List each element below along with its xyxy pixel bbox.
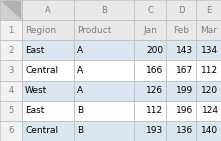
Text: 126: 126 [146, 86, 164, 95]
Text: Central: Central [25, 66, 58, 75]
Bar [196, 0, 221, 20]
Bar [74, 20, 134, 40]
Bar [134, 20, 166, 40]
Bar [0, 101, 22, 121]
Text: 2: 2 [8, 46, 14, 55]
Text: B: B [101, 6, 107, 15]
Bar [166, 101, 196, 121]
Bar [166, 121, 196, 141]
Text: A: A [77, 86, 83, 95]
Bar [166, 60, 196, 81]
Bar [134, 40, 166, 60]
Bar [196, 121, 221, 141]
Text: 4: 4 [8, 86, 14, 95]
Text: Region: Region [25, 26, 56, 35]
Text: 120: 120 [201, 86, 219, 95]
Text: 167: 167 [176, 66, 194, 75]
Bar [22, 0, 74, 20]
Bar [134, 101, 166, 121]
Bar [74, 101, 134, 121]
Text: 140: 140 [201, 126, 219, 135]
Bar [166, 81, 196, 101]
Text: A: A [77, 46, 83, 55]
Bar [134, 81, 166, 101]
Bar [196, 81, 221, 101]
Bar [196, 101, 221, 121]
Bar [134, 121, 166, 141]
Text: 5: 5 [8, 106, 14, 115]
Bar [0, 121, 22, 141]
Text: 143: 143 [176, 46, 194, 55]
Bar [166, 40, 196, 60]
Bar [22, 40, 74, 60]
Text: Central: Central [25, 126, 58, 135]
Text: Jan: Jan [143, 26, 157, 35]
Bar [0, 81, 22, 101]
Text: West: West [25, 86, 47, 95]
Text: 196: 196 [176, 106, 194, 115]
Text: East: East [25, 46, 44, 55]
Text: 6: 6 [8, 126, 14, 135]
Bar [196, 20, 221, 40]
Bar [74, 40, 134, 60]
Text: Mar: Mar [200, 26, 217, 35]
Text: A: A [77, 66, 83, 75]
Bar [166, 0, 196, 20]
Bar [196, 40, 221, 60]
Text: B: B [77, 106, 83, 115]
Text: 112: 112 [201, 66, 219, 75]
Bar [0, 40, 22, 60]
Text: 200: 200 [146, 46, 164, 55]
Text: 3: 3 [8, 66, 14, 75]
Text: 1: 1 [8, 26, 14, 35]
Bar [0, 20, 22, 40]
Bar [0, 0, 22, 20]
Bar [74, 0, 134, 20]
Bar [196, 60, 221, 81]
Text: 136: 136 [176, 126, 194, 135]
Text: 134: 134 [201, 46, 219, 55]
Text: E: E [206, 6, 211, 15]
Bar [74, 60, 134, 81]
Bar [134, 0, 166, 20]
Text: 166: 166 [146, 66, 164, 75]
Text: C: C [147, 6, 153, 15]
Text: East: East [25, 106, 44, 115]
Bar [22, 20, 74, 40]
Text: Feb: Feb [173, 26, 189, 35]
Bar [0, 60, 22, 81]
Text: A: A [45, 6, 51, 15]
Text: 112: 112 [146, 106, 164, 115]
Bar [22, 81, 74, 101]
Polygon shape [1, 1, 21, 19]
Text: Product: Product [77, 26, 111, 35]
Bar [22, 60, 74, 81]
Bar [74, 81, 134, 101]
Bar [22, 101, 74, 121]
Text: B: B [77, 126, 83, 135]
Bar [166, 20, 196, 40]
Bar [74, 121, 134, 141]
Text: D: D [178, 6, 184, 15]
Bar [134, 60, 166, 81]
Bar [22, 121, 74, 141]
Text: 193: 193 [146, 126, 164, 135]
Text: 124: 124 [202, 106, 219, 115]
Text: 199: 199 [176, 86, 194, 95]
